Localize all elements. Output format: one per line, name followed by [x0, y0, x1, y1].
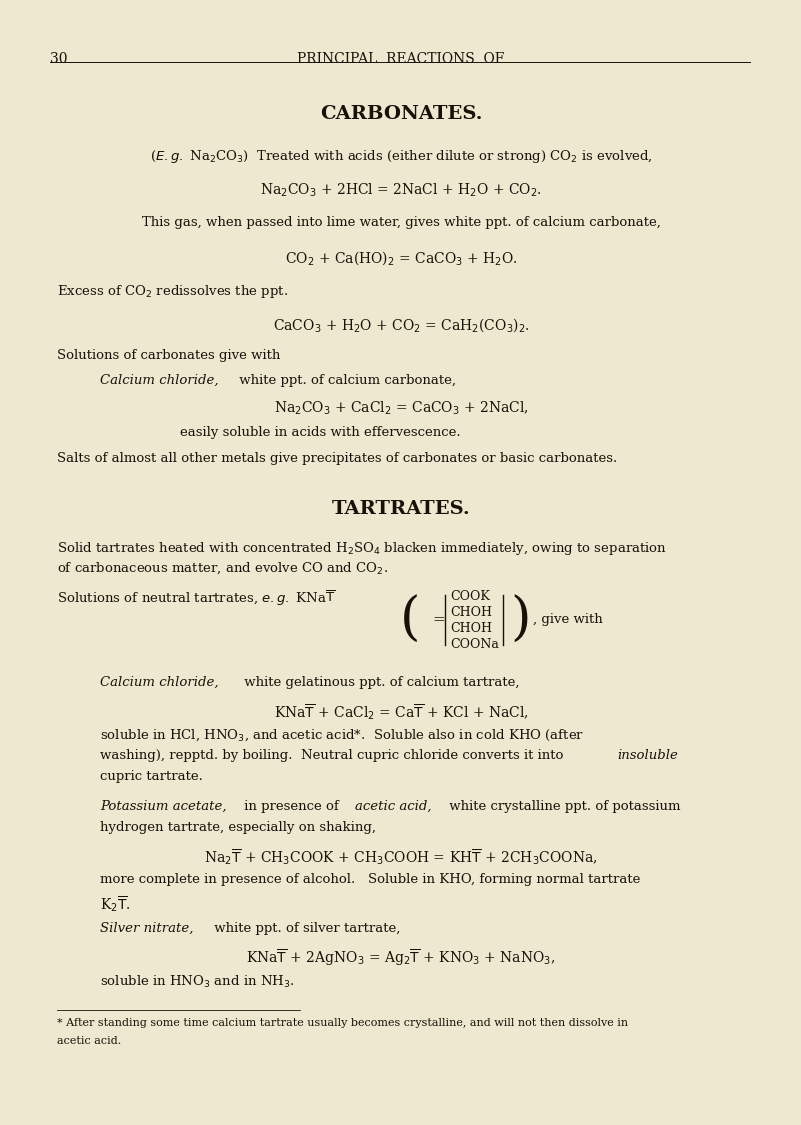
Text: COONa: COONa [450, 639, 499, 651]
Text: KNa$\overline{\mathrm{T}}$ + CaCl$_2$ = Ca$\overline{\mathrm{T}}$ + KCl + NaCl,: KNa$\overline{\mathrm{T}}$ + CaCl$_2$ = … [273, 702, 529, 722]
Text: more complete in presence of alcohol.   Soluble in KHO, forming normal tartrate: more complete in presence of alcohol. So… [100, 873, 640, 886]
Text: CARBONATES.: CARBONATES. [320, 105, 482, 123]
Text: Solid tartrates heated with concentrated H$_2$SO$_4$ blacken immediately, owing : Solid tartrates heated with concentrated… [57, 540, 667, 557]
Text: KNa$\overline{\mathrm{T}}$ + 2AgNO$_3$ = Ag$_2\overline{\mathrm{T}}$ + KNO$_3$ +: KNa$\overline{\mathrm{T}}$ + 2AgNO$_3$ =… [247, 948, 556, 969]
Text: washing), repptd. by boiling.  Neutral cupric chloride converts it into: washing), repptd. by boiling. Neutral cu… [100, 749, 568, 762]
Text: Calcium chloride,: Calcium chloride, [100, 676, 219, 688]
Text: TARTRATES.: TARTRATES. [332, 500, 470, 518]
Text: CHOH: CHOH [450, 606, 492, 620]
Text: white ppt. of silver tartrate,: white ppt. of silver tartrate, [210, 922, 400, 935]
Text: Calcium chloride,: Calcium chloride, [100, 374, 219, 387]
Text: Excess of CO$_2$ redissolves the ppt.: Excess of CO$_2$ redissolves the ppt. [57, 284, 288, 300]
Text: white gelatinous ppt. of calcium tartrate,: white gelatinous ppt. of calcium tartrat… [240, 676, 520, 688]
Text: soluble in HNO$_3$ and in NH$_3$.: soluble in HNO$_3$ and in NH$_3$. [100, 974, 295, 990]
Text: CaCO$_3$ + H$_2$O + CO$_2$ = CaH$_2$(CO$_3$)$_2$.: CaCO$_3$ + H$_2$O + CO$_2$ = CaH$_2$(CO$… [272, 316, 529, 334]
Text: K$_2\overline{\mathrm{T}}$.: K$_2\overline{\mathrm{T}}$. [100, 894, 131, 914]
Text: Silver nitrate,: Silver nitrate, [100, 922, 194, 935]
Text: hydrogen tartrate, especially on shaking,: hydrogen tartrate, especially on shaking… [100, 821, 376, 834]
Text: Na$_2$CO$_3$ + 2HCl = 2NaCl + H$_2$O + CO$_2$.: Na$_2$CO$_3$ + 2HCl = 2NaCl + H$_2$O + C… [260, 182, 542, 199]
Text: This gas, when passed into lime water, gives white ppt. of calcium carbonate,: This gas, when passed into lime water, g… [142, 216, 661, 229]
Text: of carbonaceous matter, and evolve CO and CO$_2$.: of carbonaceous matter, and evolve CO an… [57, 561, 388, 576]
Text: ): ) [511, 594, 531, 646]
Text: ($E.g.$ Na$_2$CO$_3$)  Treated with acids (either dilute or strong) CO$_2$ is ev: ($E.g.$ Na$_2$CO$_3$) Treated with acids… [150, 148, 653, 165]
Text: acetic acid.: acetic acid. [57, 1036, 121, 1046]
Text: white crystalline ppt. of potassium: white crystalline ppt. of potassium [445, 800, 681, 813]
Text: (: ( [400, 594, 421, 646]
Text: * After standing some time calcium tartrate usually becomes crystalline, and wil: * After standing some time calcium tartr… [57, 1018, 628, 1028]
Text: CHOH: CHOH [450, 622, 492, 636]
Text: Solutions of carbonates give with: Solutions of carbonates give with [57, 349, 280, 362]
Text: Na$_2\overline{\mathrm{T}}$ + CH$_3$COOK + CH$_3$COOH = KH$\overline{\mathrm{T}}: Na$_2\overline{\mathrm{T}}$ + CH$_3$COOK… [204, 847, 598, 867]
Text: PRINCIPAL  REACTIONS  OF: PRINCIPAL REACTIONS OF [297, 52, 505, 66]
Text: 30: 30 [50, 52, 67, 66]
Text: =: = [432, 613, 445, 627]
Text: Na$_2$CO$_3$ + CaCl$_2$ = CaCO$_3$ + 2NaCl,: Na$_2$CO$_3$ + CaCl$_2$ = CaCO$_3$ + 2Na… [274, 400, 529, 417]
Text: CO$_2$ + Ca(HO)$_2$ = CaCO$_3$ + H$_2$O.: CO$_2$ + Ca(HO)$_2$ = CaCO$_3$ + H$_2$O. [284, 249, 517, 267]
Text: insoluble: insoluble [617, 749, 678, 762]
Text: white ppt. of calcium carbonate,: white ppt. of calcium carbonate, [235, 374, 456, 387]
Text: acetic acid,: acetic acid, [355, 800, 432, 813]
Text: , give with: , give with [533, 613, 602, 627]
Text: Potassium acetate,: Potassium acetate, [100, 800, 227, 813]
Text: COOK: COOK [450, 591, 490, 603]
Text: in presence of: in presence of [240, 800, 343, 813]
Text: Solutions of neutral tartrates, $e.g.$ KNa$\overline{\mathrm{T}}$: Solutions of neutral tartrates, $e.g.$ K… [57, 590, 336, 609]
Text: soluble in HCl, HNO$_3$, and acetic acid*.  Soluble also in cold KHO (after: soluble in HCl, HNO$_3$, and acetic acid… [100, 728, 584, 744]
Text: cupric tartrate.: cupric tartrate. [100, 770, 203, 783]
Text: Salts of almost all other metals give precipitates of carbonates or basic carbon: Salts of almost all other metals give pr… [57, 452, 618, 465]
Text: easily soluble in acids with effervescence.: easily soluble in acids with effervescen… [180, 426, 461, 439]
